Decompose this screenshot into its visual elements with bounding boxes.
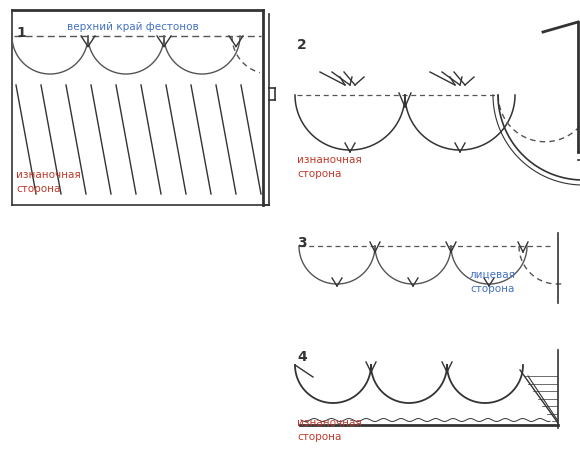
Text: 3: 3 <box>297 236 307 250</box>
Text: изнаночная
сторона: изнаночная сторона <box>297 155 362 179</box>
Text: верхний край фестонов: верхний край фестонов <box>67 22 199 32</box>
Text: изнаночная
сторона: изнаночная сторона <box>297 418 362 442</box>
Text: 1: 1 <box>16 26 26 40</box>
Text: 4: 4 <box>297 350 307 364</box>
Text: изнаночная
сторона: изнаночная сторона <box>16 170 81 194</box>
Text: 2: 2 <box>297 38 307 52</box>
Text: лицевая
сторона: лицевая сторона <box>470 270 516 294</box>
